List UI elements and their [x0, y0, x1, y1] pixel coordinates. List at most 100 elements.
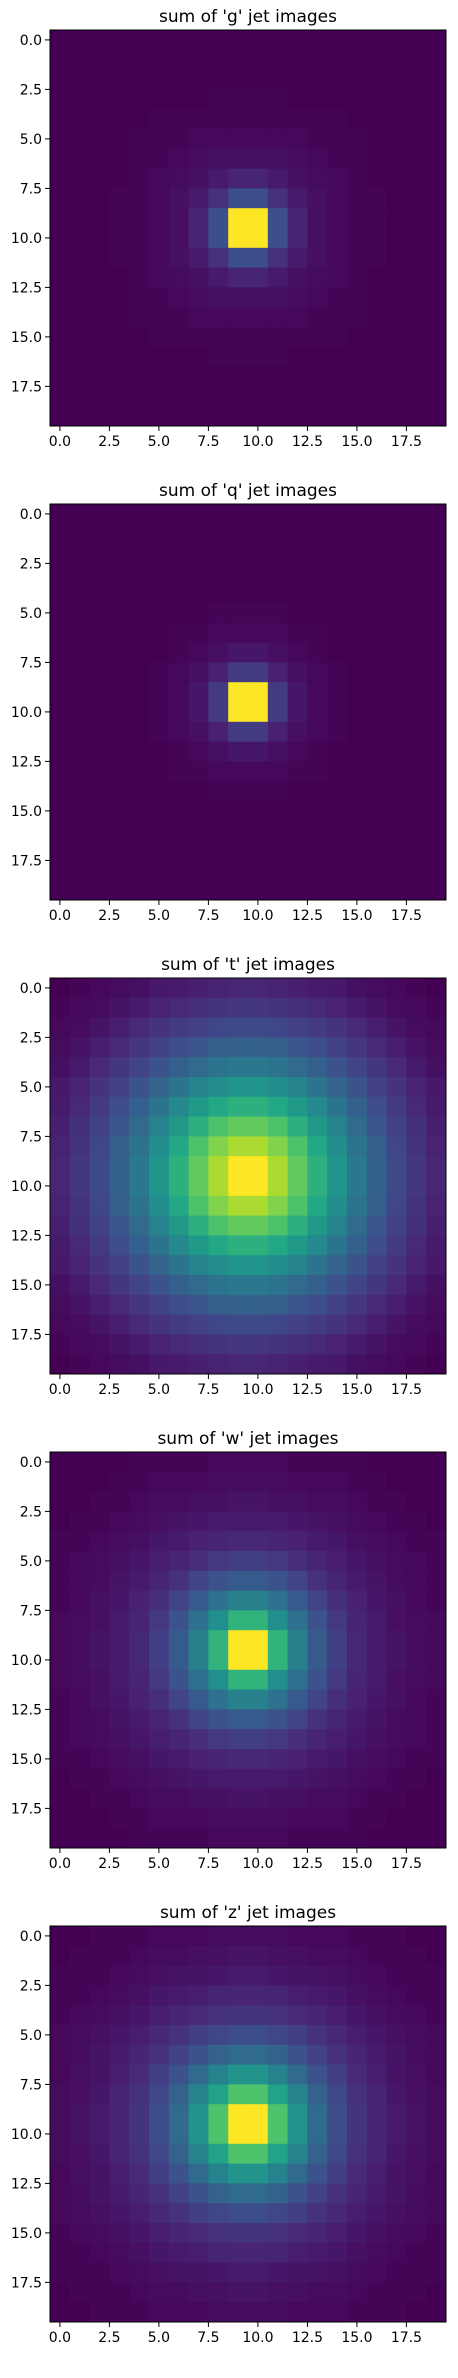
heatmap-cell [129, 228, 150, 249]
heatmap-cell [228, 1689, 249, 1710]
heatmap-cell [287, 978, 308, 999]
heatmap-cell [228, 801, 249, 822]
heatmap-cell [168, 247, 189, 268]
heatmap-cell [208, 1590, 229, 1611]
heatmap-cell [208, 1215, 229, 1236]
heatmap-cell [386, 1788, 407, 1809]
heatmap-cell [69, 1275, 90, 1296]
heatmap-cell [347, 682, 368, 703]
heatmap-cell [168, 761, 189, 782]
heatmap-cell [248, 1650, 269, 1671]
heatmap-cell [129, 1077, 150, 1098]
heatmap-cell [109, 741, 130, 762]
heatmap-cell [287, 1017, 308, 1038]
heatmap-cell [89, 366, 110, 387]
heatmap-cell [386, 1195, 407, 1216]
heatmap-cell [327, 1570, 348, 1591]
heatmap-cell [228, 1176, 249, 1197]
heatmap-cell [188, 523, 209, 544]
heatmap-cell [89, 1828, 110, 1849]
heatmap-cell [347, 880, 368, 901]
heatmap-cell [69, 1017, 90, 1038]
heatmap-cell [109, 1828, 130, 1849]
heatmap-cell [149, 1788, 170, 1809]
heatmap-cell [69, 1551, 90, 1572]
heatmap-cell [347, 2104, 368, 2125]
heatmap-cell [109, 1945, 130, 1966]
heatmap-cell [248, 761, 269, 782]
heatmap-cell [267, 2183, 288, 2204]
heatmap-cell [109, 1531, 130, 1552]
heatmap-cell [366, 1294, 387, 1315]
heatmap-cell [228, 2005, 249, 2026]
heatmap-cell [426, 1709, 447, 1730]
heatmap-cell [69, 1491, 90, 1512]
heatmap-cell [168, 997, 189, 1018]
heatmap-cell [386, 1156, 407, 1177]
heatmap-cell [248, 1709, 269, 1730]
heatmap-cell [307, 642, 328, 663]
heatmap-cell [327, 2025, 348, 2046]
heatmap-cell [267, 1828, 288, 1849]
heatmap-cell [426, 1334, 447, 1355]
heatmap-cell [426, 327, 447, 348]
heatmap-cell [188, 1828, 209, 1849]
heatmap-cell [366, 1452, 387, 1473]
heatmap-cell [347, 997, 368, 1018]
heatmap-cell [426, 997, 447, 1018]
heatmap-cell [69, 327, 90, 348]
heatmap-cell [50, 148, 71, 169]
heatmap-cell [267, 1551, 288, 1572]
heatmap-cell [327, 2183, 348, 2204]
heatmap-cell [168, 2104, 189, 2125]
heatmap-cell [129, 1491, 150, 1512]
heatmap-cell [109, 1017, 130, 1038]
heatmap-cell [168, 1057, 189, 1078]
y-tick-label: 2.5 [20, 556, 42, 572]
x-tick-label: 17.5 [391, 434, 422, 450]
heatmap-cell [287, 1354, 308, 1375]
heatmap-cell [129, 1096, 150, 1117]
heatmap-cell [267, 1235, 288, 1256]
heatmap-cell [129, 247, 150, 268]
heatmap-cell [228, 69, 249, 90]
heatmap-cell [386, 346, 407, 367]
heatmap-cell [149, 1551, 170, 1572]
heatmap-cell [89, 1176, 110, 1197]
heatmap-cell [406, 2044, 427, 2065]
heatmap-cell [149, 208, 170, 229]
heatmap-cell [406, 1077, 427, 1098]
heatmap-cell [366, 2183, 387, 2204]
heatmap-cell [168, 820, 189, 841]
x-tick-label: 15.0 [341, 434, 372, 450]
heatmap-cell [406, 840, 427, 861]
heatmap-cell [149, 543, 170, 564]
heatmap-cell [287, 386, 308, 407]
heatmap-cell [188, 2044, 209, 2065]
y-tick-label: 5.0 [20, 1554, 42, 1570]
heatmap-cell [386, 1314, 407, 1335]
heatmap-cell [149, 2084, 170, 2105]
heatmap-cell [327, 2143, 348, 2164]
heatmap-cell [149, 287, 170, 308]
heatmap-cell [208, 1788, 229, 1809]
heatmap-cell [69, 49, 90, 70]
heatmap-cell [228, 1314, 249, 1335]
heatmap-cell [386, 2282, 407, 2303]
heatmap-cell [208, 781, 229, 802]
heatmap-cell [347, 1590, 368, 1611]
heatmap-cell [129, 386, 150, 407]
heatmap-cell [168, 2025, 189, 2046]
heatmap-cell [50, 406, 71, 427]
heatmap-cell [208, 1709, 229, 1730]
heatmap-cell [228, 1471, 249, 1492]
heatmap-cell [406, 523, 427, 544]
heatmap-cell [69, 622, 90, 643]
heatmap-cell [50, 2044, 71, 2065]
heatmap-cell [366, 840, 387, 861]
heatmap-cell [69, 1689, 90, 1710]
heatmap-cell [50, 1709, 71, 1730]
heatmap-cell [287, 2183, 308, 2204]
x-tick-label: 10.0 [242, 1382, 273, 1398]
heatmap-cell [347, 247, 368, 268]
